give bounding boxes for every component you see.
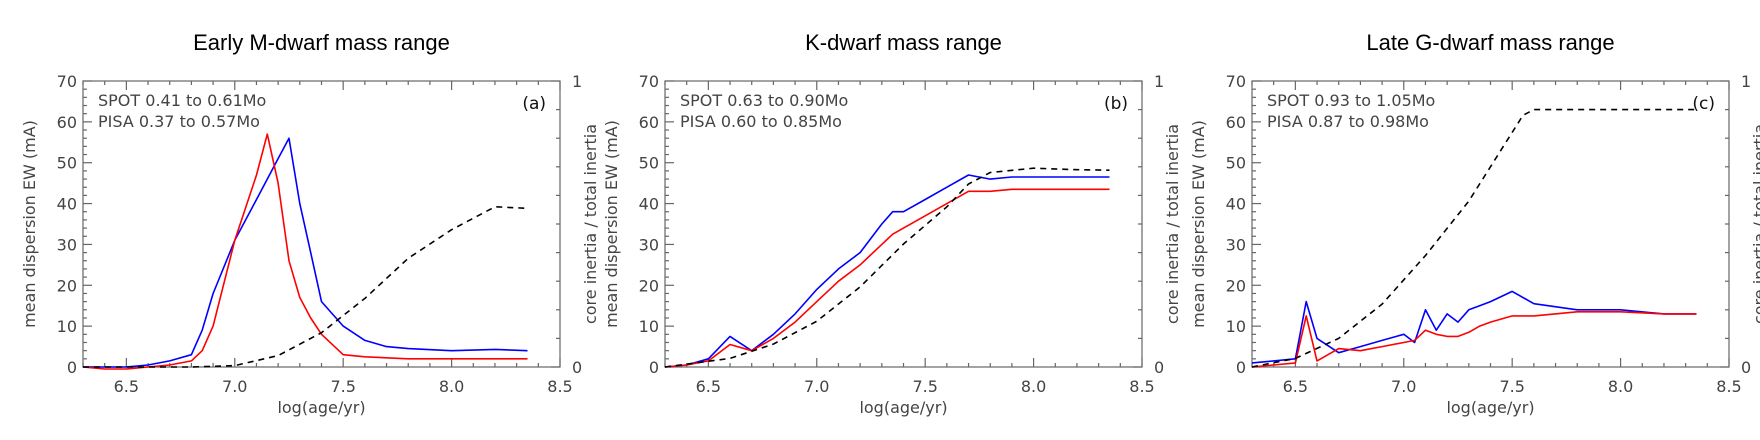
x-tick-label: 7.0: [222, 377, 247, 396]
series-line-spot: [664, 174, 1110, 368]
x-axis-label: log(age/yr): [277, 398, 365, 417]
chart-title: Early M-dwarf mass range: [193, 30, 450, 55]
y-tick-label: 50: [639, 154, 659, 173]
y-tick-label: 70: [639, 72, 659, 91]
series-line-pisa: [664, 188, 1110, 368]
y2-tick-label: 1: [1741, 72, 1751, 91]
y-axis-label: mean dispersion EW (mA): [20, 120, 39, 328]
x-tick-label: 7.0: [1391, 377, 1416, 396]
panel-label: (b): [1104, 94, 1128, 114]
x-tick-label: 6.5: [696, 377, 721, 396]
panel-label: (a): [522, 94, 546, 114]
x-tick-label: 7.5: [912, 377, 937, 396]
x-tick-label: 7.5: [330, 377, 355, 396]
series-line-pisa: [82, 133, 528, 370]
x-tick-label: 8.0: [1608, 377, 1633, 396]
y-tick-label: 0: [1236, 358, 1246, 377]
annotation: PISA 0.87 to 0.98Mo: [1267, 112, 1429, 131]
x-tick-label: 8.0: [439, 377, 464, 396]
y-tick-label: 50: [1226, 154, 1246, 173]
x-tick-label: 7.0: [804, 377, 829, 396]
x-axis-label: log(age/yr): [1446, 398, 1534, 417]
y2-tick-label: 1: [1154, 72, 1164, 91]
x-tick-label: 8.5: [1129, 377, 1154, 396]
y-tick-label: 30: [57, 235, 77, 254]
y-tick-label: 10: [57, 317, 77, 336]
x-tick-label: 8.5: [1716, 377, 1741, 396]
y-tick-label: 60: [1226, 113, 1246, 132]
y-tick-label: 70: [1226, 72, 1246, 91]
y-tick-label: 50: [57, 154, 77, 173]
series-line-core-inertia-total-inertia: [664, 167, 1110, 368]
y-tick-label: 60: [639, 113, 659, 132]
y2-tick-label: 0: [572, 358, 582, 377]
y2-tick-label: 0: [1154, 358, 1164, 377]
y-tick-label: 40: [639, 195, 659, 214]
y2-axis-label: core inertia / total inertia: [1750, 124, 1760, 324]
y-tick-label: 30: [1226, 235, 1246, 254]
y-tick-label: 20: [1226, 276, 1246, 295]
x-tick-label: 6.5: [114, 377, 139, 396]
y-axis-label: mean dispersion EW (mA): [1189, 120, 1208, 328]
annotation: SPOT 0.63 to 0.90Mo: [680, 91, 848, 110]
chart-title: Late G-dwarf mass range: [1366, 30, 1614, 55]
annotation: SPOT 0.93 to 1.05Mo: [1267, 91, 1435, 110]
y2-axis-label: core inertia / total inertia: [1163, 124, 1182, 324]
x-tick-label: 7.5: [1499, 377, 1524, 396]
y-tick-label: 60: [57, 113, 77, 132]
x-tick-label: 8.5: [547, 377, 572, 396]
annotation: PISA 0.37 to 0.57Mo: [98, 112, 260, 131]
y-axis-label: mean dispersion EW (mA): [602, 120, 621, 328]
y-tick-label: 20: [639, 276, 659, 295]
y2-tick-label: 1: [572, 72, 582, 91]
panel-label: (c): [1692, 94, 1715, 114]
y-tick-label: 0: [67, 358, 77, 377]
x-tick-label: 8.0: [1021, 377, 1046, 396]
chart-title: K-dwarf mass range: [805, 30, 1002, 55]
y-tick-label: 40: [57, 195, 77, 214]
annotation: PISA 0.60 to 0.85Mo: [680, 112, 842, 131]
y-tick-label: 40: [1226, 195, 1246, 214]
y-tick-label: 20: [57, 276, 77, 295]
y-tick-label: 10: [639, 317, 659, 336]
series-line-spot: [83, 137, 528, 368]
series-line-core-inertia-total-inertia: [83, 206, 528, 368]
series-line-pisa: [1251, 310, 1697, 368]
y2-tick-label: 0: [1741, 358, 1751, 377]
y-tick-label: 30: [639, 235, 659, 254]
series-line-spot: [1251, 290, 1697, 364]
y2-axis-label: core inertia / total inertia: [581, 124, 600, 324]
annotation: SPOT 0.41 to 0.61Mo: [98, 91, 266, 110]
y-tick-label: 70: [57, 72, 77, 91]
y-tick-label: 0: [649, 358, 659, 377]
x-axis-label: log(age/yr): [859, 398, 947, 417]
y-tick-label: 10: [1226, 317, 1246, 336]
x-tick-label: 6.5: [1283, 377, 1308, 396]
